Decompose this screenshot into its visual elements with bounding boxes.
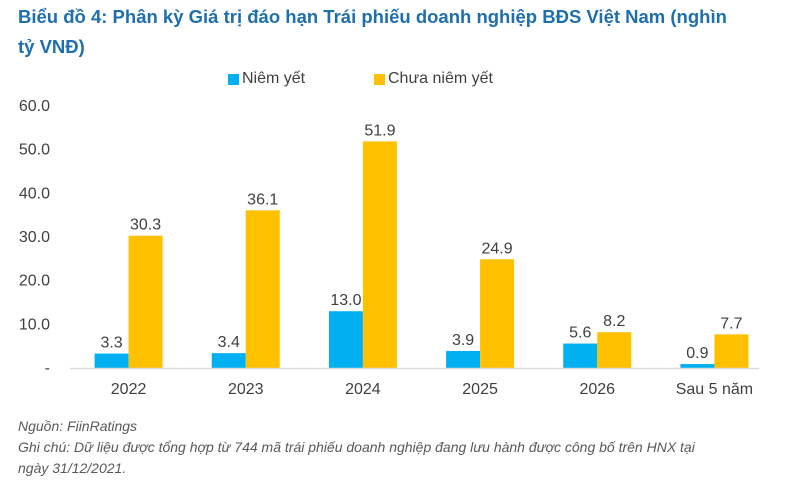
chart-notes: Nguồn: FiinRatings Ghi chú: Dữ liệu được… xyxy=(18,416,798,479)
bar-listed xyxy=(328,311,363,368)
bar-unlisted xyxy=(128,235,163,368)
x-tick-label: 2025 xyxy=(462,381,498,398)
y-tick-label: - xyxy=(45,360,50,377)
data-label-unlisted: 7.7 xyxy=(720,315,742,332)
data-label-unlisted: 30.3 xyxy=(130,217,161,234)
x-tick-label: 2023 xyxy=(228,381,264,398)
bars xyxy=(94,141,749,368)
data-label-listed: 3.3 xyxy=(100,335,122,352)
data-label-listed: 5.6 xyxy=(569,325,591,342)
chart-title-line-1: Biểu đồ 4: Phân kỳ Giá trị đáo hạn Trái … xyxy=(18,6,727,27)
source-note: Nguồn: FiinRatings xyxy=(18,418,138,434)
x-tick-label: 2024 xyxy=(345,381,381,398)
y-tick-label: 50.0 xyxy=(19,142,50,159)
data-label-listed: 3.4 xyxy=(218,334,240,351)
legend: Niêm yết Chưa niêm yết xyxy=(0,70,800,92)
data-label-unlisted: 51.9 xyxy=(364,122,395,139)
y-tick-label: 20.0 xyxy=(19,273,50,290)
data-label-listed: 3.9 xyxy=(452,332,474,349)
data-label-listed: 0.9 xyxy=(686,345,708,362)
data-label-listed: 13.0 xyxy=(330,292,361,309)
legend-swatch-listed xyxy=(228,73,239,85)
y-tick-label: 30.0 xyxy=(19,229,50,246)
legend-item-unlisted: Chưa niêm yết xyxy=(374,70,493,88)
chart-title: Biểu đồ 4: Phân kỳ Giá trị đáo hạn Trái … xyxy=(18,2,788,62)
legend-item-listed: Niêm yết xyxy=(228,70,305,88)
data-labels: 3.3 30.3 3.4 36.1 13.0 51.9 3.9 24.9 5.6 8.2 0.9 7.… xyxy=(100,122,742,362)
legend-swatch-unlisted xyxy=(374,73,385,85)
chart-title-line-2: tỷ VNĐ) xyxy=(18,36,85,57)
bar-listed xyxy=(680,364,715,368)
legend-label-listed: Niêm yết xyxy=(242,70,306,87)
x-tick-label: 2026 xyxy=(579,381,615,398)
y-tick-label: 40.0 xyxy=(19,185,50,202)
bar-unlisted xyxy=(480,259,515,368)
x-tick-label: 2022 xyxy=(111,381,147,398)
data-label-unlisted: 24.9 xyxy=(482,240,513,257)
y-tick-label: 60.0 xyxy=(19,98,50,115)
data-label-unlisted: 36.1 xyxy=(247,191,278,208)
bar-unlisted xyxy=(245,210,280,368)
x-tick-label: Sau 5 năm xyxy=(676,381,753,398)
legend-label-unlisted: Chưa niêm yết xyxy=(388,70,493,87)
bar-listed xyxy=(446,350,481,368)
data-label-unlisted: 8.2 xyxy=(603,313,625,330)
bar-listed xyxy=(211,353,246,368)
note-line-1: Ghi chú: Dữ liệu được tổng hợp từ 744 mã… xyxy=(18,439,695,455)
y-axis: - 10.0 20.0 30.0 40.0 50.0 60.0 xyxy=(19,98,50,377)
note-line-2: ngày 31/12/2021. xyxy=(18,460,127,476)
bar-unlisted xyxy=(597,332,632,368)
bar-unlisted xyxy=(362,141,397,368)
bar-listed xyxy=(563,343,598,368)
x-axis: 2022 2023 2024 2025 2026 Sau 5 năm xyxy=(70,367,759,398)
y-tick-label: 10.0 xyxy=(19,316,50,333)
bar-listed xyxy=(94,353,129,368)
bar-unlisted xyxy=(714,334,749,368)
